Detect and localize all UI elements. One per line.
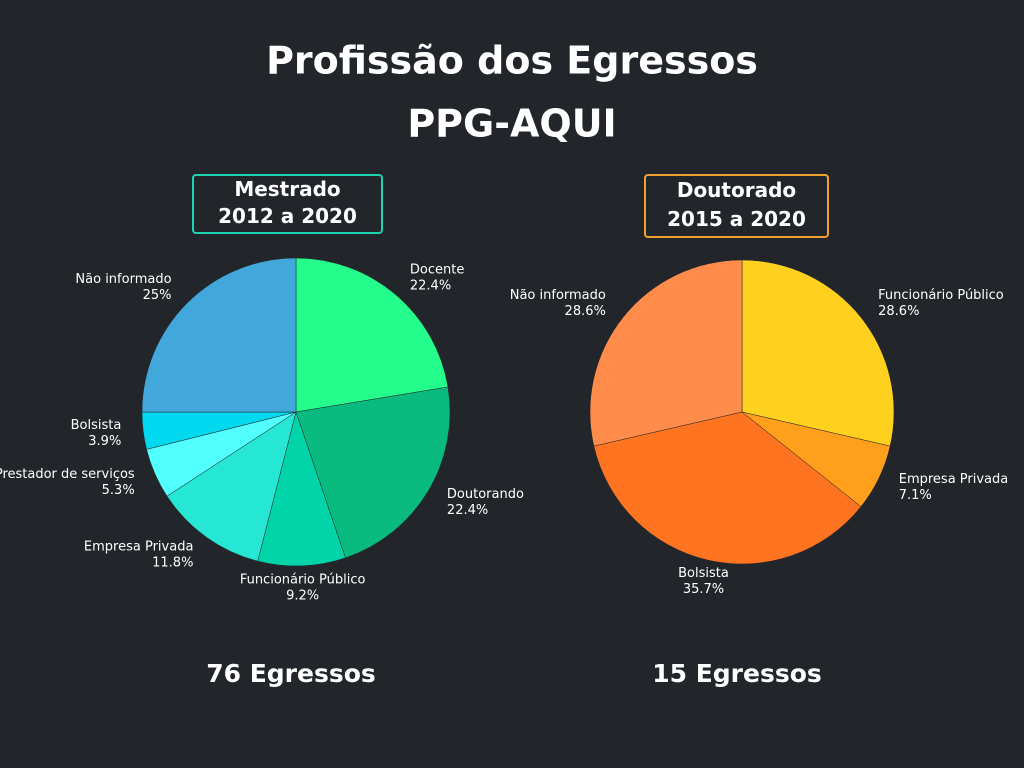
chart-footer: 15 Egressos: [652, 659, 822, 688]
slice-label: Funcionário Público: [240, 572, 366, 587]
slice-label: Bolsista: [71, 418, 122, 433]
chart-subtitle: 2015 a 2020: [667, 207, 806, 231]
slice-value-label: 28.6%: [878, 304, 919, 319]
slice-label: Não informado: [510, 288, 606, 303]
chart-subtitle: 2012 a 2020: [218, 204, 357, 228]
page-title: Profissão dos Egressos: [266, 39, 758, 83]
slice-label: Empresa Privada: [84, 540, 194, 555]
title-box: [644, 174, 829, 238]
pie-slice: [741, 259, 895, 447]
title-box: [192, 174, 383, 234]
pie-slice: [141, 257, 297, 413]
slice-label: Doutorando: [447, 487, 524, 502]
slice-value-label: 28.6%: [565, 304, 606, 319]
slice-value-label: 5.3%: [102, 483, 135, 498]
slice-label: Empresa Privada: [899, 472, 1009, 487]
slice-value-label: 3.9%: [88, 434, 121, 449]
pie-slice: [295, 257, 449, 413]
slice-value-label: 9.2%: [286, 588, 319, 603]
slice-value-label: 22.4%: [410, 278, 451, 293]
slice-label: Não informado: [75, 272, 171, 287]
pie-slice: [257, 411, 346, 567]
pie-slice: [589, 259, 743, 447]
slice-label: Bolsista: [678, 566, 729, 581]
slice-value-label: 22.4%: [447, 503, 488, 518]
slice-label: Docente: [410, 262, 464, 277]
pie-slice: [593, 411, 862, 565]
slice-value-label: 35.7%: [683, 582, 724, 597]
slice-label: Funcionário Público: [878, 288, 1004, 303]
chart-footer: 76 Egressos: [206, 659, 376, 688]
slice-value-label: 11.8%: [152, 556, 193, 571]
slice-value-label: 25%: [143, 288, 172, 303]
page-subtitle: PPG-AQUI: [407, 102, 616, 146]
slice-value-label: 7.1%: [899, 488, 932, 503]
pie-slice: [166, 411, 297, 562]
pie-slice: [295, 386, 451, 559]
slice-label: Prestador de serviços: [0, 467, 135, 482]
chart-title: Mestrado: [234, 177, 340, 201]
chart-title: Doutorado: [677, 178, 796, 202]
